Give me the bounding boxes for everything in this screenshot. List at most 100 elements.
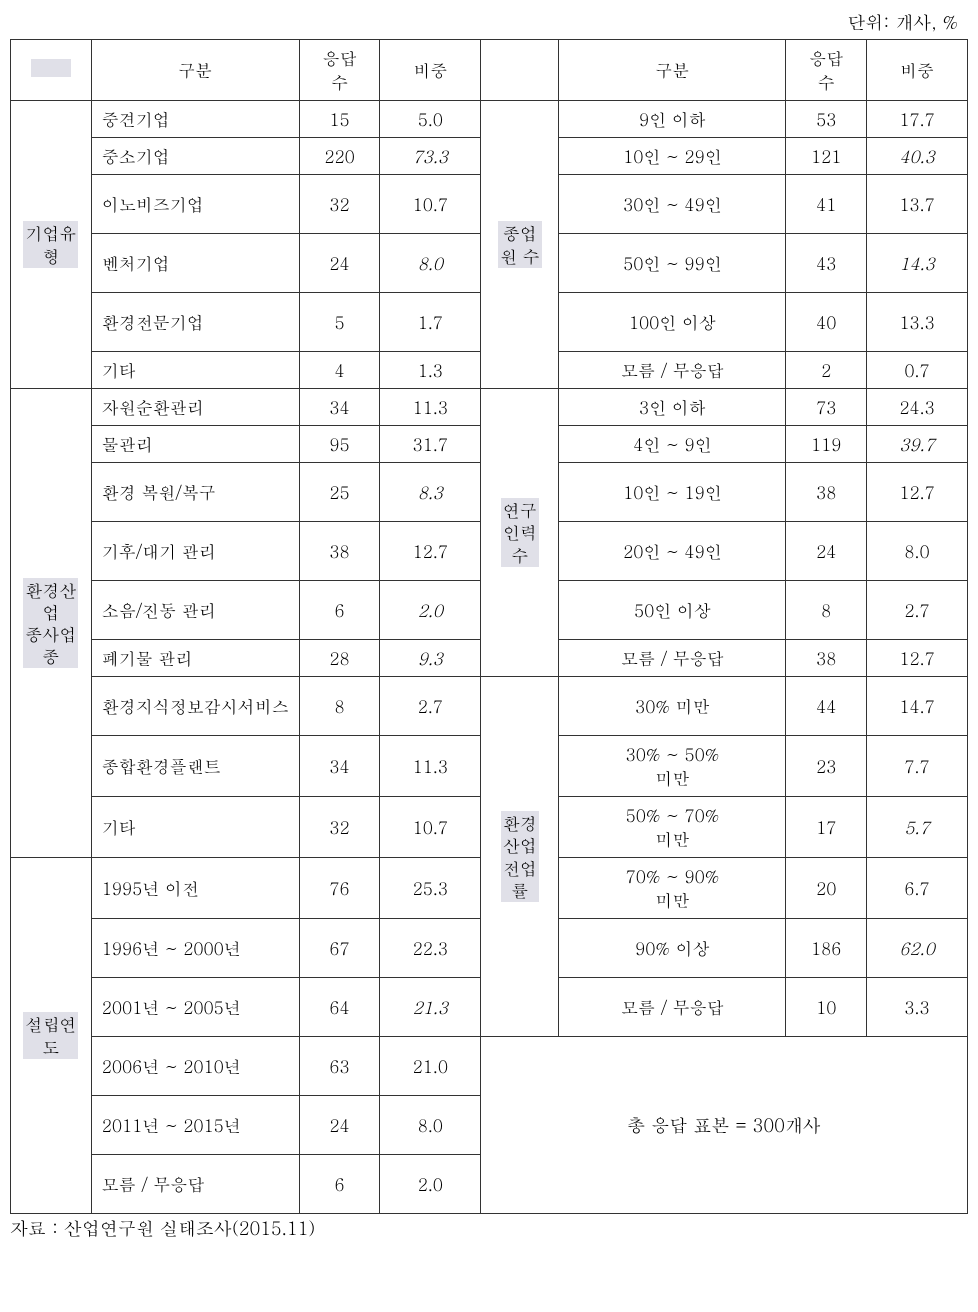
company-type-cat-1: 중소기업 — [91, 138, 299, 175]
rnd-staff-cat-1: 4인 ~ 9인 — [559, 426, 786, 463]
rnd-staff-p-0: 24.3 — [867, 389, 968, 426]
rnd-staff-p-5: 12.7 — [867, 640, 968, 677]
rnd-staff-cat-3: 20인 ~ 49인 — [559, 522, 786, 581]
data-table: 구분 응답수 비중 구분 응답수 비중 기업유형 중견기업 15 5.0 종업원… — [10, 39, 968, 1214]
source-note: 자료 : 산업연구원 실태조사(2015.11) — [10, 1216, 968, 1241]
company-type-n-4: 5 — [299, 293, 380, 352]
rnd-staff-p-1: 39.7 — [867, 426, 968, 463]
founded-cat-1: 1996년 ~ 2000년 — [91, 919, 299, 978]
industry-n-5: 28 — [299, 640, 380, 677]
employees-cat-0: 9인 이하 — [559, 101, 786, 138]
total-sample-note: 총 응답 표본 = 300개사 — [481, 1037, 968, 1214]
industry-n-8: 32 — [299, 797, 380, 858]
founded-p-4: 8.0 — [380, 1096, 481, 1155]
industry-p-6: 2.7 — [380, 677, 481, 736]
group-industry: 환경산업종사업종 — [11, 389, 92, 858]
founded-n-1: 67 — [299, 919, 380, 978]
company-type-p-3: 8.0 — [380, 234, 481, 293]
employees-p-0: 17.7 — [867, 101, 968, 138]
rnd-staff-n-3: 24 — [786, 522, 867, 581]
industry-cat-6: 환경지식정보감시서비스 — [91, 677, 299, 736]
founded-cat-2: 2001년 ~ 2005년 — [91, 978, 299, 1037]
employees-cat-4: 100인 이상 — [559, 293, 786, 352]
employees-n-4: 40 — [786, 293, 867, 352]
founded-cat-4: 2011년 ~ 2015년 — [91, 1096, 299, 1155]
group-rnd-staff: 연구인력수 — [481, 389, 559, 677]
env-ratio-p-4: 62.0 — [867, 919, 968, 978]
industry-n-0: 34 — [299, 389, 380, 426]
rnd-staff-cat-4: 50인 이상 — [559, 581, 786, 640]
employees-n-3: 43 — [786, 234, 867, 293]
employees-n-2: 41 — [786, 175, 867, 234]
rnd-staff-n-2: 38 — [786, 463, 867, 522]
industry-p-3: 12.7 — [380, 522, 481, 581]
industry-cat-7: 종합환경플랜트 — [91, 736, 299, 797]
industry-p-7: 11.3 — [380, 736, 481, 797]
founded-n-5: 6 — [299, 1155, 380, 1214]
rnd-staff-p-4: 2.7 — [867, 581, 968, 640]
header-respondents-left: 응답수 — [299, 40, 380, 101]
env-ratio-cat-5: 모름 / 무응답 — [559, 978, 786, 1037]
employees-cat-2: 30인 ~ 49인 — [559, 175, 786, 234]
rnd-staff-cat-5: 모름 / 무응답 — [559, 640, 786, 677]
industry-n-3: 38 — [299, 522, 380, 581]
company-type-p-4: 1.7 — [380, 293, 481, 352]
industry-cat-1: 물관리 — [91, 426, 299, 463]
employees-cat-3: 50인 ~ 99인 — [559, 234, 786, 293]
rnd-staff-cat-2: 10인 ~ 19인 — [559, 463, 786, 522]
industry-n-7: 34 — [299, 736, 380, 797]
employees-n-1: 121 — [786, 138, 867, 175]
company-type-p-5: 1.3 — [380, 352, 481, 389]
env-ratio-n-5: 10 — [786, 978, 867, 1037]
industry-p-1: 31.7 — [380, 426, 481, 463]
company-type-cat-3: 벤처기업 — [91, 234, 299, 293]
industry-cat-4: 소음/진동 관리 — [91, 581, 299, 640]
header-ratio-right: 비중 — [867, 40, 968, 101]
header-respondents-right: 응답수 — [786, 40, 867, 101]
env-ratio-n-2: 17 — [786, 797, 867, 858]
company-type-n-0: 15 — [299, 101, 380, 138]
industry-p-2: 8.3 — [380, 463, 481, 522]
company-type-n-5: 4 — [299, 352, 380, 389]
env-ratio-cat-0: 30% 미만 — [559, 677, 786, 736]
header-gubun-right: 구분 — [559, 40, 786, 101]
employees-p-5: 0.7 — [867, 352, 968, 389]
header-blank-right — [481, 40, 559, 101]
company-type-cat-0: 중견기업 — [91, 101, 299, 138]
employees-cat-5: 모름 / 무응답 — [559, 352, 786, 389]
rnd-staff-p-2: 12.7 — [867, 463, 968, 522]
env-ratio-n-3: 20 — [786, 858, 867, 919]
founded-p-5: 2.0 — [380, 1155, 481, 1214]
env-ratio-p-2: 5.7 — [867, 797, 968, 858]
industry-n-1: 95 — [299, 426, 380, 463]
company-type-n-3: 24 — [299, 234, 380, 293]
group-founded: 설립연도 — [11, 858, 92, 1214]
founded-n-2: 64 — [299, 978, 380, 1037]
group-employees: 종업원 수 — [481, 101, 559, 389]
env-ratio-cat-4: 90% 이상 — [559, 919, 786, 978]
header-ratio-left: 비중 — [380, 40, 481, 101]
founded-cat-5: 모름 / 무응답 — [91, 1155, 299, 1214]
header-gubun-left: 구분 — [91, 40, 299, 101]
founded-p-2: 21.3 — [380, 978, 481, 1037]
employees-p-4: 13.3 — [867, 293, 968, 352]
env-ratio-p-1: 7.7 — [867, 736, 968, 797]
founded-p-1: 22.3 — [380, 919, 481, 978]
env-ratio-p-0: 14.7 — [867, 677, 968, 736]
rnd-staff-p-3: 8.0 — [867, 522, 968, 581]
founded-n-3: 63 — [299, 1037, 380, 1096]
company-type-n-2: 32 — [299, 175, 380, 234]
env-ratio-cat-1: 30% ~ 50%미만 — [559, 736, 786, 797]
employees-n-0: 53 — [786, 101, 867, 138]
company-type-p-0: 5.0 — [380, 101, 481, 138]
industry-p-5: 9.3 — [380, 640, 481, 677]
company-type-cat-2: 이노비즈기업 — [91, 175, 299, 234]
group-env-ratio: 환경산업전업률 — [481, 677, 559, 1037]
employees-p-3: 14.3 — [867, 234, 968, 293]
rnd-staff-n-1: 119 — [786, 426, 867, 463]
company-type-cat-4: 환경전문기업 — [91, 293, 299, 352]
env-ratio-n-4: 186 — [786, 919, 867, 978]
industry-cat-8: 기타 — [91, 797, 299, 858]
env-ratio-cat-3: 70% ~ 90%미만 — [559, 858, 786, 919]
founded-cat-0: 1995년 이전 — [91, 858, 299, 919]
